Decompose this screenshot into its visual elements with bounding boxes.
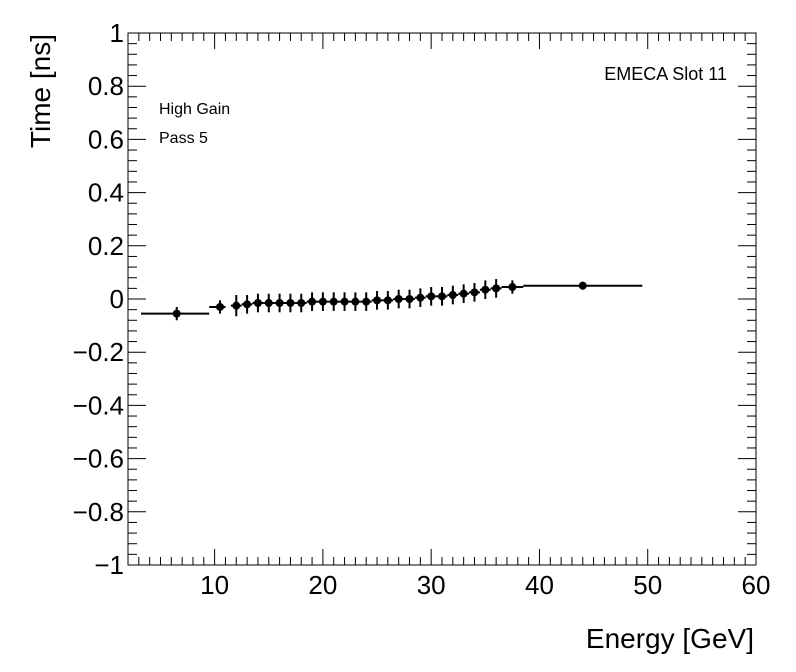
data-point [140, 306, 210, 321]
data-point [382, 291, 394, 310]
data-point [436, 287, 448, 306]
point-marker [297, 298, 306, 307]
y-tick-label: −0.6 [73, 444, 124, 474]
data-point [230, 295, 242, 317]
x-tick-label: 50 [633, 570, 662, 600]
data-point [360, 292, 372, 311]
annotation-pass: Pass 5 [159, 130, 208, 147]
y-axis-label: Time [ns] [25, 34, 56, 148]
data-point [501, 280, 524, 294]
data-point [274, 293, 285, 313]
data-point [458, 284, 470, 303]
point-marker [232, 301, 241, 310]
data-point [285, 293, 296, 313]
data-point [404, 289, 415, 309]
point-marker [427, 292, 436, 301]
point-marker [264, 298, 273, 307]
data-point [328, 292, 340, 311]
point-marker [405, 295, 414, 303]
point-marker [492, 284, 501, 293]
point-marker [243, 300, 252, 309]
point-marker [448, 291, 457, 300]
data-point [447, 285, 459, 305]
point-marker [253, 298, 262, 307]
point-marker [508, 283, 517, 292]
x-tick-label: 10 [200, 570, 229, 600]
point-marker [318, 297, 327, 306]
x-tick-label: 60 [742, 570, 771, 600]
point-marker [308, 297, 317, 306]
annotation-high-gain: High Gain [159, 101, 230, 118]
data-point [241, 295, 253, 314]
point-marker [216, 302, 225, 311]
data-point [523, 281, 643, 290]
data-point [263, 293, 275, 313]
data-point [414, 288, 426, 307]
data-point [490, 279, 502, 298]
data-point [306, 292, 318, 311]
data-point [339, 292, 350, 311]
point-marker [438, 292, 446, 301]
point-marker [286, 298, 295, 307]
point-marker [416, 293, 425, 302]
point-marker [470, 288, 479, 297]
data-point [371, 291, 383, 310]
axis-tick-labels: 10 20 30 40 50 60 −1 −0.8 −0.6 −0.4 −0.2 0 0.2 0.4 0.6… [73, 18, 771, 600]
point-marker [351, 297, 360, 306]
y-tick-label: −0.8 [73, 497, 124, 527]
data-point [295, 293, 307, 313]
data-point [425, 287, 437, 306]
y-tick-label: 0.4 [88, 178, 124, 208]
x-axis-label: Energy [GeV] [586, 623, 754, 654]
data-point [252, 293, 264, 313]
point-marker [362, 297, 371, 306]
data-point [317, 292, 329, 311]
axis-ticks [127, 32, 757, 566]
point-marker [394, 295, 403, 303]
y-tick-label: −1 [94, 550, 124, 580]
y-tick-label: −0.2 [73, 337, 124, 367]
y-tick-label: 0.6 [88, 124, 124, 154]
x-tick-label: 30 [417, 570, 446, 600]
data-point [469, 283, 480, 302]
data-point [349, 292, 361, 311]
point-marker [275, 298, 284, 307]
data-series [140, 279, 643, 321]
y-tick-label: 1 [110, 18, 124, 48]
point-marker [172, 309, 181, 318]
data-point [393, 289, 405, 309]
y-tick-label: 0.8 [88, 71, 124, 101]
y-tick-label: 0.2 [88, 231, 124, 261]
point-marker [340, 297, 349, 306]
data-point [479, 280, 491, 299]
x-tick-label: 20 [308, 570, 337, 600]
slot-label: EMECA Slot 11 [604, 64, 727, 84]
point-marker [481, 285, 490, 294]
y-tick-label: 0 [110, 284, 124, 314]
x-tick-label: 40 [525, 570, 554, 600]
point-marker [373, 296, 382, 305]
point-marker [578, 281, 587, 290]
point-marker [459, 289, 468, 298]
y-tick-label: −0.4 [73, 390, 124, 420]
point-marker [383, 296, 392, 305]
data-point [209, 300, 226, 314]
point-marker [329, 297, 338, 306]
